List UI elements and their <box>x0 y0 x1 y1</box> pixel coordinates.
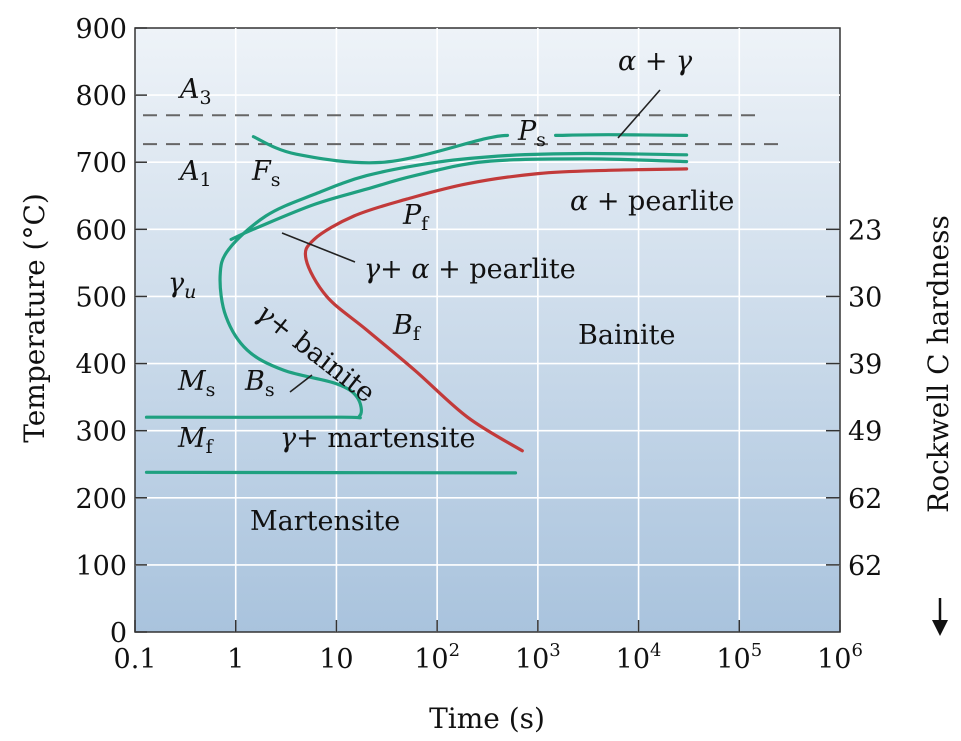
y-tick-label: 200 <box>75 484 127 515</box>
y2-tick-label: 23 <box>848 215 882 246</box>
label-gamma-martensite: γ+ martensite <box>280 423 476 454</box>
curve-1 <box>554 133 689 137</box>
x-tick-label: 1 <box>227 644 244 675</box>
y2-tick-label: 30 <box>848 282 882 313</box>
y-tick-label: 800 <box>75 81 127 112</box>
curve-3 <box>229 157 689 241</box>
curve-0 <box>251 133 510 165</box>
y-tick-label: 700 <box>75 148 127 179</box>
y-axis-title: Temperature (°C) <box>18 193 51 443</box>
leader-alpha-gamma <box>617 89 661 139</box>
leader-bs <box>289 374 313 393</box>
y-tick-label: 400 <box>75 350 127 381</box>
leader-lines <box>281 89 661 393</box>
y2-tick-label: 62 <box>848 484 882 515</box>
plot-area <box>134 27 841 633</box>
x-tick-label: 102 <box>414 640 460 675</box>
x-tick-label: 10 <box>319 644 353 675</box>
y-tick-label: 100 <box>75 551 127 582</box>
label-alpha-gamma: α + γ <box>618 46 693 77</box>
label-bf: Bf <box>392 310 422 345</box>
y2-tick-label: 62 <box>848 551 882 582</box>
label-fs: Fs <box>251 156 281 191</box>
x-axis-title: Time (s) <box>429 702 545 735</box>
y-tick-label: 900 <box>75 14 127 45</box>
y2-tick-label: 49 <box>848 417 882 448</box>
label-a1: A1 <box>177 156 212 191</box>
label-martensite: Martensite <box>250 506 400 537</box>
label-gamma-u: γu <box>168 268 196 303</box>
label-gamma-alpha-pearlite: γ+ α + pearlite <box>364 254 576 285</box>
curve-4 <box>144 470 518 475</box>
transformation-curves <box>144 133 689 475</box>
label-ps: Ps <box>517 116 546 151</box>
label-mf: Mf <box>177 423 215 458</box>
label-bs: Bs <box>244 366 275 401</box>
label-pf: Pf <box>402 200 430 235</box>
y-tick-label: 600 <box>75 215 127 246</box>
reference-lines <box>143 114 780 146</box>
curve-5 <box>303 167 689 453</box>
x-tick-label: 104 <box>616 640 662 675</box>
x-tick-label: 105 <box>716 640 762 675</box>
y2-axis-title: Rockwell C hardness <box>922 215 955 513</box>
leader-gamma-alpha-pearlite <box>281 232 356 263</box>
axis-ticks: 0.1 1 10 102 103 104 105 106 0 100 200 300 400 500 600… <box>75 14 882 675</box>
label-bainite: Bainite <box>578 320 675 351</box>
label-ms: Ms <box>177 366 215 401</box>
y-tick-label: 500 <box>75 282 127 313</box>
x-tick-label: 106 <box>817 640 863 675</box>
x-tick-label: 103 <box>515 640 561 675</box>
curve-2 <box>144 151 689 420</box>
y2-tick-label: 39 <box>848 350 882 381</box>
y-tick-label: 300 <box>75 417 127 448</box>
x-tick-label: 0.1 <box>114 644 157 675</box>
y2-axis-arrow <box>932 598 948 636</box>
label-a3: A3 <box>177 74 212 109</box>
y-tick-label: 0 <box>110 618 127 649</box>
label-alpha-pearlite: α + pearlite <box>570 186 734 217</box>
